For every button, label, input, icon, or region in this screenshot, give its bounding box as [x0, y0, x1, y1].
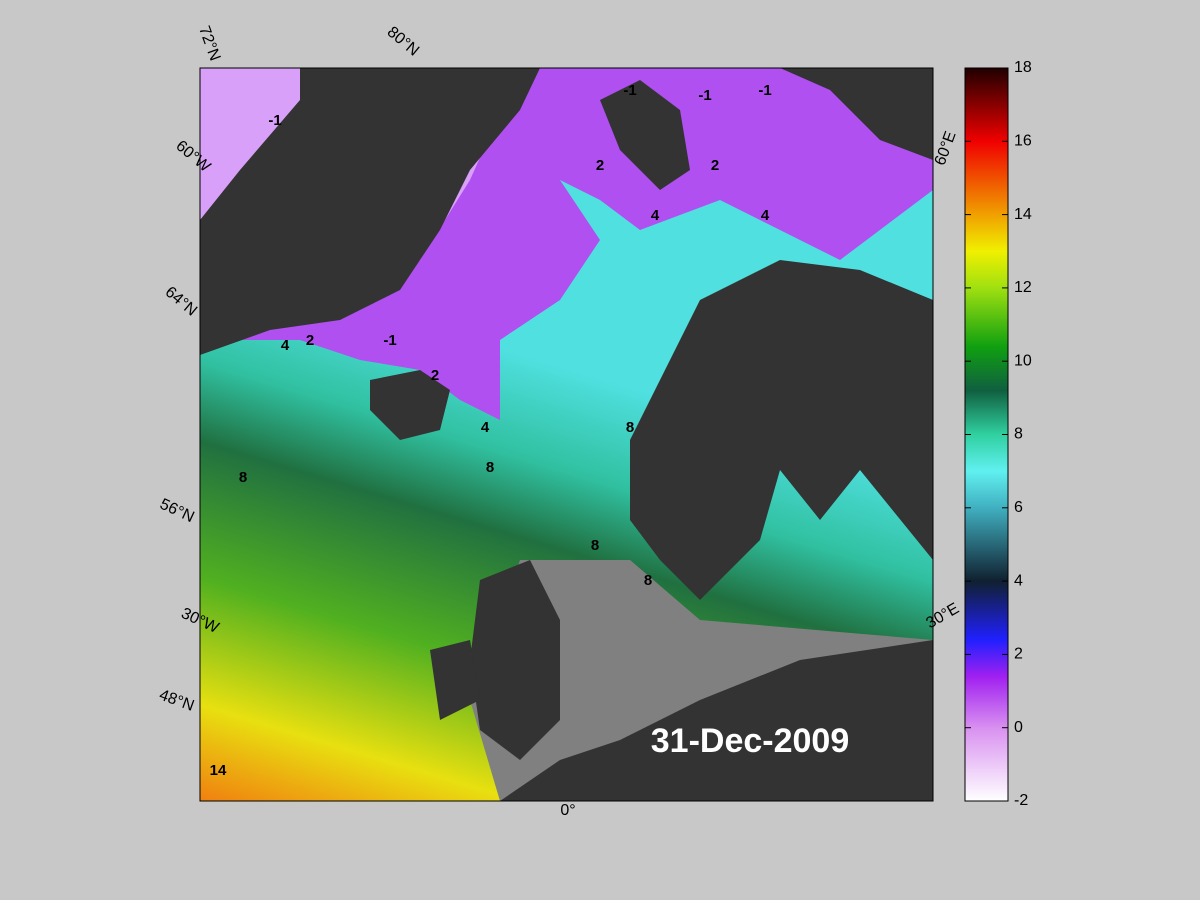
contour-label: 2: [306, 332, 314, 349]
colorbar-tick-label: 16: [1014, 133, 1032, 150]
iceland: [370, 370, 450, 440]
contour-label: 4: [761, 207, 770, 224]
graticule-label: 0°: [560, 802, 575, 819]
contour-label: -1: [698, 87, 711, 104]
colorbar-tick-label: 4: [1014, 572, 1023, 589]
contour-label: 8: [591, 537, 599, 554]
greenland: [200, 68, 540, 355]
contour-label: 14: [210, 762, 227, 779]
colorbar-tick-label: -2: [1014, 792, 1028, 809]
colorbar-tick-label: 14: [1014, 206, 1032, 223]
graticule-label: 56°N: [157, 496, 197, 527]
colorbar-tick-label: 6: [1014, 499, 1023, 516]
europe: [500, 640, 933, 801]
scandinavia: [630, 260, 933, 600]
contour-label: 8: [239, 469, 247, 486]
colorbar-tick-label: 8: [1014, 426, 1023, 443]
colorbar-tick-label: 10: [1014, 352, 1032, 369]
colorbar-tick-label: 0: [1014, 719, 1023, 736]
contour-label: -1: [758, 82, 771, 99]
svalbard: [600, 80, 690, 190]
contour-label: -1: [623, 82, 636, 99]
map-frame: [199, 67, 934, 802]
contour-label: 8: [644, 572, 652, 589]
contour-label: -1: [383, 332, 396, 349]
contour-label: 4: [651, 207, 660, 224]
graticule-label: 72°N: [195, 24, 223, 63]
date-label: 31-Dec-2009: [651, 722, 849, 760]
britain: [470, 560, 560, 760]
contour-label: 2: [431, 367, 439, 384]
colorbar-tick-label: 12: [1014, 279, 1032, 296]
colorbar-tick-label: 2: [1014, 646, 1023, 663]
contour-label: 8: [626, 419, 634, 436]
contour-label: 8: [486, 459, 494, 476]
land-ne: [780, 68, 933, 160]
contour-label: 2: [596, 157, 604, 174]
map: 31-Dec-2009: [199, 67, 934, 802]
graticule-label: 60°E: [932, 129, 960, 168]
ireland: [430, 640, 480, 720]
colorbar: [964, 67, 1009, 802]
contour-label: 4: [281, 337, 290, 354]
contour-label: 2: [711, 157, 719, 174]
contour-label: -1: [268, 112, 281, 129]
contour-label: 4: [481, 419, 490, 436]
colorbar-tick-label: 18: [1014, 59, 1032, 76]
graticule-label: 80°N: [384, 24, 422, 60]
graticule-label: 64°N: [162, 284, 200, 320]
graticule-label: 48°N: [157, 687, 196, 715]
